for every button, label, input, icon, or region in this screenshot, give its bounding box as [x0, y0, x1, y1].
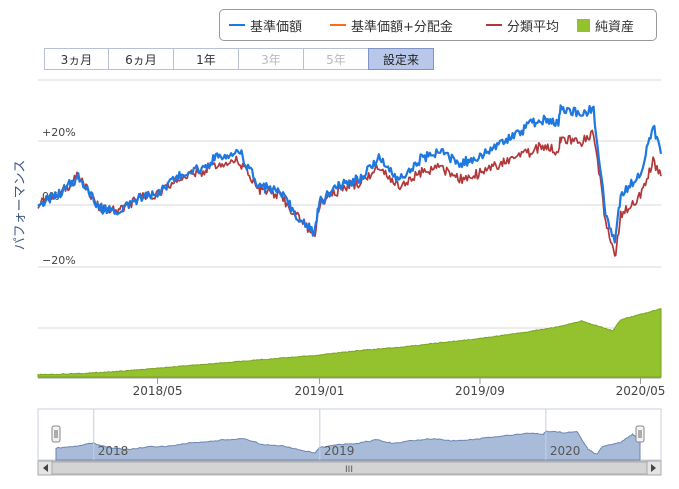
navigator-tick-label: 2019: [324, 444, 355, 458]
legend-label: 基準価額: [250, 19, 303, 35]
x-tick-label: 2019/09: [455, 384, 505, 398]
x-tick-label: 2019/01: [295, 384, 345, 398]
gridlines: [38, 79, 661, 329]
legend-item-net-assets[interactable]: 純資産: [577, 10, 634, 40]
scroll-left-button: [37, 460, 53, 476]
legend-item-category-average[interactable]: 分類平均: [486, 10, 559, 40]
scroll-right-button: [646, 460, 662, 476]
period-6m-button[interactable]: 6ヵ月: [108, 48, 174, 70]
x-ticks: 2018/05 2019/01 2019/09 2020/05: [133, 378, 666, 398]
legend-item-nav[interactable]: 基準価額: [229, 10, 302, 40]
period-1y-button[interactable]: 1年: [173, 48, 239, 70]
navigator-handle[interactable]: [51, 425, 61, 443]
navigator-area: [55, 430, 641, 461]
navigator-tick-label: 2018: [98, 444, 129, 458]
y-tick-label: +20%: [42, 126, 76, 139]
period-since-inception-button[interactable]: 設定来: [368, 48, 434, 70]
period-5y-button[interactable]: 5年: [303, 48, 369, 70]
period-3m-button[interactable]: 3ヵ月: [44, 48, 109, 70]
y-tick-label: −20%: [42, 254, 76, 267]
legend-label: 純資産: [595, 19, 635, 35]
net-assets-panel: [37, 308, 662, 379]
scrollbar-thumb: [51, 461, 648, 475]
navigator-tick-label: 2020: [550, 444, 581, 458]
legend-line-swatch: [486, 24, 502, 26]
y-axis-label: パフォーマンス: [13, 160, 28, 251]
legend-label: 基準価額+分配金: [351, 19, 453, 35]
navigator[interactable]: 2018 2019 2020 III: [37, 408, 662, 476]
scrollbar-grip: III: [345, 465, 353, 475]
x-tick-label: 2020/05: [616, 384, 666, 398]
legend: 基準価額 基準価額+分配金 分類平均 純資産: [219, 9, 657, 41]
x-tick-label: 2018/05: [133, 384, 183, 398]
period-3y-button[interactable]: 3年: [238, 48, 304, 70]
series-line-基準価額: [37, 104, 663, 244]
legend-line-swatch: [229, 24, 245, 26]
legend-item-nav-dividends[interactable]: 基準価額+分配金: [330, 10, 453, 40]
navigator-handle[interactable]: [635, 425, 645, 443]
net-assets-area: [37, 308, 662, 378]
scrollbar-track: [37, 460, 662, 476]
series-line-分類平均: [37, 129, 662, 257]
chevron-right-icon: [651, 464, 656, 472]
legend-line-swatch: [330, 24, 346, 26]
scrollbar[interactable]: III: [37, 460, 662, 476]
period-selector: 3ヵ月 6ヵ月 1年 3年 5年 設定来: [44, 48, 434, 70]
legend-label: 分類平均: [507, 19, 560, 35]
y-ticks: +20% 0% −20%: [42, 126, 76, 267]
performance-lines: [37, 104, 663, 257]
y-tick-label: 0%: [42, 190, 59, 203]
navigator-frame: [37, 408, 662, 461]
chevron-left-icon: [43, 464, 48, 472]
legend-box-swatch: [577, 18, 590, 32]
